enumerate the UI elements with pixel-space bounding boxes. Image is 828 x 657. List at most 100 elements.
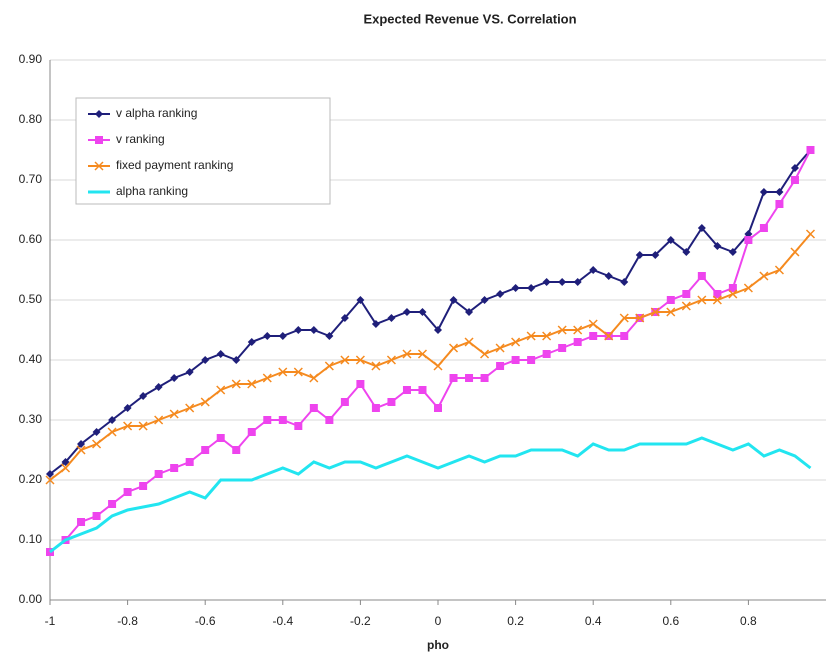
marker: [480, 374, 489, 382]
marker: [542, 278, 551, 286]
marker: [325, 416, 334, 424]
x-tick-label: -0.2: [350, 614, 371, 628]
marker: [480, 349, 490, 359]
marker: [806, 146, 815, 154]
marker: [775, 200, 784, 208]
legend-label: fixed payment ranking: [116, 158, 233, 172]
marker: [77, 440, 86, 448]
marker: [185, 368, 194, 376]
chart-title: Expected Revenue VS. Correlation: [363, 11, 576, 26]
marker: [449, 374, 458, 382]
marker: [108, 416, 117, 424]
marker: [759, 224, 768, 232]
y-tick-label: 0.40: [19, 352, 43, 366]
marker: [558, 278, 567, 286]
marker: [495, 343, 505, 353]
marker: [635, 313, 645, 323]
marker: [216, 434, 225, 442]
marker: [681, 301, 691, 311]
marker: [371, 404, 380, 412]
marker: [728, 289, 738, 299]
marker: [138, 421, 148, 431]
marker: [371, 320, 380, 328]
marker: [434, 326, 442, 334]
marker: [340, 314, 349, 322]
marker: [231, 379, 241, 389]
marker: [232, 356, 241, 364]
marker: [154, 415, 164, 425]
marker: [76, 445, 86, 455]
marker: [480, 296, 489, 304]
marker: [449, 296, 458, 304]
marker: [418, 308, 427, 316]
marker: [790, 176, 799, 184]
marker: [170, 374, 179, 382]
marker: [712, 295, 722, 305]
marker: [402, 349, 412, 359]
marker: [262, 373, 272, 383]
marker: [666, 307, 676, 317]
marker: [123, 488, 132, 496]
marker: [123, 421, 133, 431]
marker: [340, 355, 350, 365]
marker: [682, 248, 691, 256]
marker: [775, 188, 784, 196]
marker: [154, 470, 163, 478]
marker: [185, 403, 195, 413]
marker: [542, 350, 551, 358]
marker: [60, 463, 71, 473]
marker: [511, 284, 520, 292]
marker: [527, 284, 536, 292]
marker: [434, 404, 442, 412]
y-tick-label: 0.70: [19, 172, 43, 186]
marker: [511, 356, 520, 364]
marker: [94, 161, 104, 171]
marker: [417, 349, 428, 359]
y-tick-label: 0.50: [19, 292, 43, 306]
x-tick-label: 0.2: [507, 614, 524, 628]
x-tick-label: -0.6: [195, 614, 216, 628]
marker: [728, 248, 737, 256]
marker: [464, 337, 474, 347]
marker: [45, 475, 55, 485]
y-tick-label: 0.90: [19, 52, 43, 66]
marker: [573, 278, 582, 286]
marker: [448, 343, 459, 353]
marker: [573, 338, 582, 346]
marker: [713, 290, 722, 298]
marker: [154, 383, 163, 391]
marker: [573, 325, 583, 335]
marker: [402, 386, 411, 394]
marker: [496, 362, 505, 370]
marker: [620, 332, 629, 340]
marker: [294, 326, 303, 334]
marker: [294, 422, 303, 430]
marker: [526, 331, 536, 341]
y-tick-label: 0.00: [19, 592, 43, 606]
marker: [682, 290, 691, 298]
marker: [697, 295, 707, 305]
x-tick-label: 0.6: [662, 614, 679, 628]
marker: [759, 188, 768, 196]
marker: [527, 356, 536, 364]
marker: [123, 404, 132, 412]
marker: [309, 404, 318, 412]
marker: [263, 416, 272, 424]
marker: [650, 307, 660, 317]
marker: [169, 409, 179, 419]
marker: [278, 416, 287, 424]
marker: [542, 331, 552, 341]
marker: [774, 265, 784, 275]
x-tick-label: -1: [45, 614, 56, 628]
marker: [77, 518, 86, 526]
marker: [557, 325, 567, 335]
legend-label: alpha ranking: [116, 184, 188, 198]
marker: [340, 398, 349, 406]
y-tick-label: 0.30: [19, 412, 43, 426]
x-tick-label: 0.8: [740, 614, 757, 628]
marker: [325, 332, 334, 340]
marker: [433, 361, 443, 371]
marker: [200, 397, 210, 407]
marker: [263, 332, 272, 340]
marker: [465, 374, 474, 382]
